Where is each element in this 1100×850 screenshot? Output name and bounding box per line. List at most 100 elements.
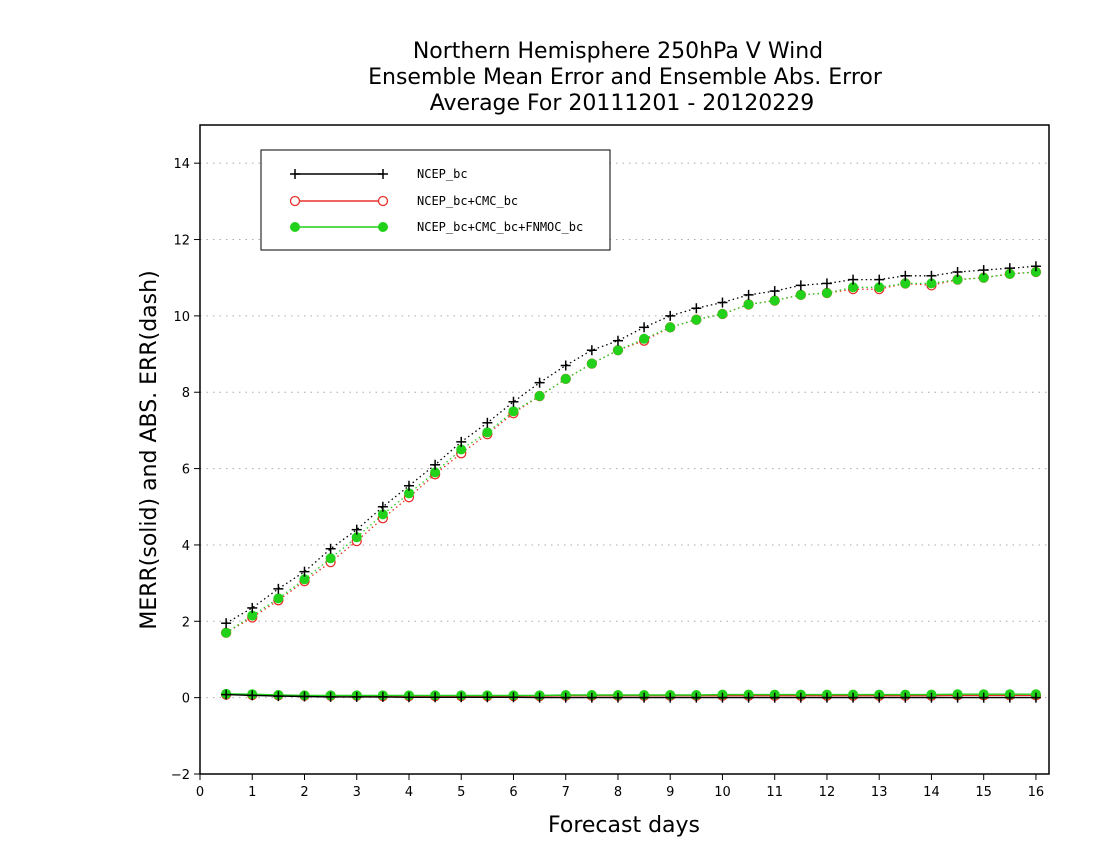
abs-err-point [821, 278, 832, 289]
plot-frame [199, 124, 1050, 775]
x-tick-label: 9 [666, 785, 674, 800]
abs-err-point [743, 289, 754, 300]
chart-title-line-1: Northern Hemisphere 250hPa V Wind [413, 39, 823, 64]
abs-err-point [325, 543, 336, 554]
mean-err-point [952, 692, 963, 703]
mean-err-point [299, 691, 310, 702]
x-axis-label: Forecast days [548, 813, 700, 838]
mean-err-point [534, 692, 545, 703]
abs-err-point [560, 360, 571, 371]
chart-title: Northern Hemisphere 250hPa V Wind Ensemb… [368, 39, 883, 116]
y-tick-label: 4 [182, 539, 190, 554]
legend-marker [290, 222, 300, 232]
mean-err-point [926, 692, 937, 703]
legend-label: NCEP_bc+CMC_bc+FNMOC_bc [417, 220, 583, 234]
x-tick-label: 11 [766, 785, 783, 800]
mean-err-point [795, 692, 806, 703]
y-tick-label: 6 [182, 463, 190, 478]
abs-err-point [848, 274, 859, 285]
abs-err-point [795, 289, 806, 300]
abs-err-point [665, 322, 676, 333]
legend-box [260, 149, 611, 251]
x-tick-label: 13 [871, 785, 888, 800]
legend-marker [378, 222, 388, 232]
abs-err-point [1030, 261, 1041, 272]
abs-err-line-NCEP_bc+CMC_bc+FNMOC_bc [225, 271, 1036, 634]
mean-err-point [247, 690, 258, 701]
abs-err-point [769, 295, 780, 306]
y-tick-label: 2 [182, 615, 190, 630]
mean-err-point [769, 692, 780, 703]
abs-err-point [769, 286, 780, 297]
abs-err-point [221, 618, 232, 629]
x-tick-label: 15 [975, 785, 992, 800]
x-tick-label: 16 [1028, 785, 1045, 800]
y-tick-label: 12 [173, 234, 190, 249]
abs-err-point [482, 417, 493, 428]
legend-marker [290, 169, 300, 179]
abs-err-point [586, 345, 597, 356]
abs-err-point [978, 265, 989, 276]
mean-err-point [821, 692, 832, 703]
x-tick-label: 6 [509, 785, 517, 800]
chart-title-line-2: Ensemble Mean Error and Ensemble Abs. Er… [368, 65, 883, 90]
abs-err-point [1004, 263, 1015, 274]
abs-err-point [952, 266, 963, 277]
mean-err-point [273, 691, 284, 702]
mean-err-point [874, 692, 885, 703]
abs-err-point [586, 358, 597, 369]
abs-err-point [926, 270, 937, 281]
legend-marker [378, 169, 388, 179]
mean-err-point [403, 692, 414, 703]
abs-err-point [691, 303, 702, 314]
mean-err-point [900, 692, 911, 703]
y-tick-label: 10 [173, 310, 190, 325]
abs-err-point [691, 314, 702, 325]
mean-err-point [848, 692, 859, 703]
chart-title-line-3: Average For 20111201 - 20120229 [430, 91, 815, 116]
abs-err-point [639, 333, 650, 344]
abs-err-point [717, 308, 728, 319]
abs-err-point [508, 396, 519, 407]
abs-err-point [665, 310, 676, 321]
legend-marker [289, 195, 301, 207]
abs-err-point [874, 274, 885, 285]
abs-err-point [273, 583, 284, 594]
mean-err-point [665, 692, 676, 703]
mean-err-point [430, 692, 441, 703]
series-NCEP_bc+CMC_bc [220, 266, 1042, 702]
mean-err-point [325, 691, 336, 702]
mean-err-point [560, 692, 571, 703]
x-tick-label: 8 [614, 785, 622, 800]
mean-err-point [1004, 692, 1015, 703]
legend-marker [377, 195, 389, 207]
mean-err-point [482, 692, 493, 703]
mean-err-point [612, 692, 623, 703]
x-tick-label: 10 [714, 785, 731, 800]
abs-err-point [612, 335, 623, 346]
series [220, 261, 1042, 703]
mean-err-point [221, 689, 232, 700]
abs-err-point [743, 299, 754, 310]
x-tick-label: 14 [923, 785, 940, 800]
abs-err-point [508, 406, 519, 417]
abs-err-point [795, 280, 806, 291]
abs-err-line-NCEP_bc [225, 265, 1036, 624]
mean-err-line-NCEP_bc+CMC_bc+FNMOC_bc [226, 693, 1036, 697]
abs-err-point [377, 501, 388, 512]
abs-err-point [351, 524, 362, 535]
mean-err-point [456, 692, 467, 703]
abs-err-point [612, 345, 623, 356]
abs-err-point [717, 297, 728, 308]
mean-err-point [639, 692, 650, 703]
abs-err-point [456, 436, 467, 447]
series-NCEP_bc [221, 261, 1041, 703]
abs-err-point [430, 459, 441, 470]
mean-err-point [717, 692, 728, 703]
abs-err-point [639, 322, 650, 333]
y-tick-label: 8 [182, 386, 190, 401]
x-tick-label: 2 [300, 785, 308, 800]
